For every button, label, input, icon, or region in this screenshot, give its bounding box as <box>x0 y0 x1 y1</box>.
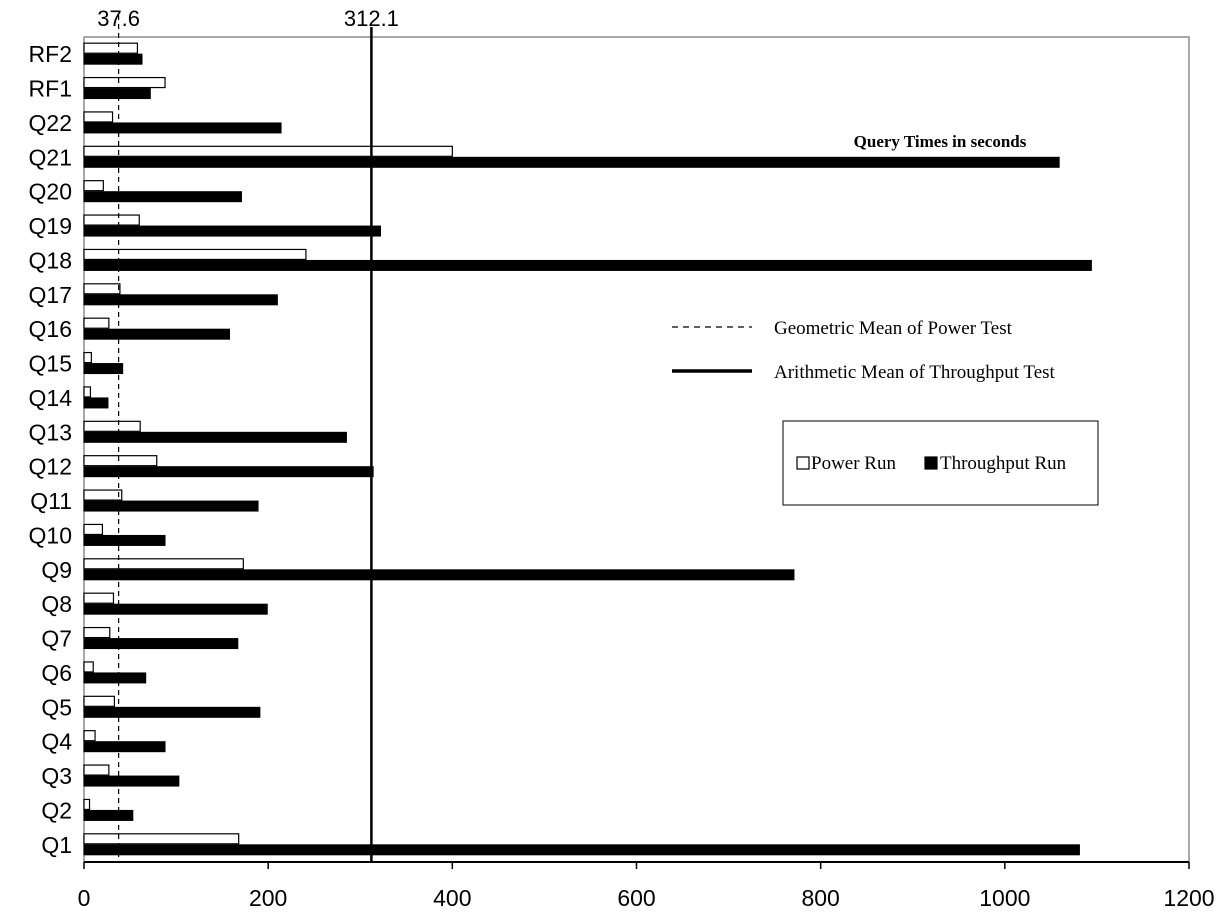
category-label-q22: Q22 <box>29 110 72 136</box>
bar-throughput-run-q9 <box>83 569 795 581</box>
legend-arithmetic-mean-label: Arithmetic Mean of Throughput Test <box>774 362 1056 383</box>
category-label-q13: Q13 <box>29 419 72 445</box>
bar-power-run-q21 <box>83 145 453 157</box>
category-label-q20: Q20 <box>29 179 72 205</box>
bar-throughput-run-q14 <box>83 397 109 409</box>
bar-throughput-run-q5 <box>83 706 261 718</box>
bar-throughput-run-q6 <box>83 672 147 684</box>
bar-throughput-run-q2 <box>83 809 134 821</box>
legend-swatch-power-run <box>796 456 810 470</box>
bar-throughput-run-q16 <box>83 328 230 340</box>
bar-power-run-q2 <box>83 798 91 811</box>
category-label-q15: Q15 <box>29 351 72 377</box>
category-label-rf1: RF1 <box>29 76 72 102</box>
bar-power-run-q19 <box>83 214 140 226</box>
category-label-q6: Q6 <box>41 660 72 686</box>
x-tick-label-800: 800 <box>801 885 839 911</box>
bars-layer <box>83 42 1092 856</box>
bar-throughput-run-q10 <box>83 534 166 546</box>
bar-power-run-q14 <box>83 386 92 398</box>
bar-throughput-run-q17 <box>83 294 278 306</box>
legend-box <box>782 420 1099 506</box>
x-tick-label-1200: 1200 <box>1163 885 1214 911</box>
category-label-q2: Q2 <box>41 797 72 823</box>
category-label-q14: Q14 <box>29 385 73 411</box>
bar-power-run-q17 <box>83 283 121 295</box>
category-label-q16: Q16 <box>29 316 72 342</box>
bar-power-run-q8 <box>83 592 115 604</box>
bar-throughput-run-q15 <box>83 363 124 375</box>
bar-throughput-run-rf2 <box>83 53 143 65</box>
category-label-q21: Q21 <box>29 144 72 170</box>
bar-throughput-run-q20 <box>83 191 242 203</box>
category-label-q7: Q7 <box>41 626 72 652</box>
bar-throughput-run-q8 <box>83 603 268 615</box>
bar-power-run-q11 <box>83 489 123 501</box>
bar-throughput-run-q13 <box>83 431 347 443</box>
bar-power-run-rf2 <box>83 42 139 54</box>
category-label-q9: Q9 <box>41 557 72 583</box>
bar-power-run-q3 <box>83 764 110 776</box>
category-label-rf2: RF2 <box>29 41 72 67</box>
category-label-q18: Q18 <box>29 247 72 273</box>
axis-layer: Q1 Q2 Q3 Q4 Q5 Q6 Q7 Q8 Q9 Q10 Q11 Q12 Q13 Q14 Q15 Q16 Q… <box>29 41 1215 911</box>
legend-label-power-run: Power Run <box>811 453 896 474</box>
x-tick-label-200: 200 <box>249 885 287 911</box>
legend-swatch-throughput-run <box>924 456 938 470</box>
bar-power-run-q1 <box>83 833 240 845</box>
bar-throughput-run-q7 <box>83 638 239 650</box>
category-label-q5: Q5 <box>41 694 72 720</box>
bar-power-run-q20 <box>83 180 104 192</box>
bar-power-run-q6 <box>83 661 94 673</box>
arithmetic-mean-value-label: 312.1 <box>344 6 399 31</box>
bar-power-run-q12 <box>83 455 158 467</box>
category-label-q4: Q4 <box>41 729 72 755</box>
bar-power-run-q18 <box>83 248 307 261</box>
x-tick-label-400: 400 <box>433 885 471 911</box>
x-tick-label-600: 600 <box>617 885 655 911</box>
bar-power-run-q5 <box>83 695 115 707</box>
bar-power-run-q10 <box>83 523 104 536</box>
bar-power-run-q22 <box>83 111 114 123</box>
category-label-q10: Q10 <box>29 522 72 548</box>
bar-power-run-q7 <box>83 626 111 639</box>
x-tick-label-0: 0 <box>78 885 91 911</box>
category-label-q3: Q3 <box>41 763 72 789</box>
bar-throughput-run-q18 <box>83 259 1092 271</box>
category-label-q19: Q19 <box>29 213 72 239</box>
bar-throughput-run-rf1 <box>83 88 151 100</box>
legend-geometric-mean-label: Geometric Mean of Power Test <box>774 318 1013 339</box>
bar-power-run-q13 <box>83 420 141 432</box>
category-label-q1: Q1 <box>41 832 72 858</box>
bar-throughput-run-q22 <box>83 122 282 134</box>
legend-label-throughput-run: Throughput Run <box>940 453 1067 474</box>
bar-throughput-run-q19 <box>83 225 382 237</box>
x-tick-label-1000: 1000 <box>979 885 1030 911</box>
bar-power-run-q16 <box>83 317 110 329</box>
category-label-q8: Q8 <box>41 591 72 617</box>
reference-lines-layer: 37.6 312.1 <box>97 6 399 862</box>
bar-throughput-run-q4 <box>83 741 166 753</box>
bar-throughput-run-q21 <box>83 156 1060 168</box>
category-label-q11: Q11 <box>30 488 72 514</box>
bar-power-run-q15 <box>83 351 92 364</box>
bar-power-run-rf1 <box>83 76 166 89</box>
chart-title: Query Times in seconds <box>854 132 1027 151</box>
bar-power-run-q9 <box>83 558 244 570</box>
bar-throughput-run-q12 <box>83 466 374 478</box>
bar-throughput-run-q11 <box>83 500 259 512</box>
bar-throughput-run-q3 <box>83 775 180 787</box>
bar-power-run-q4 <box>83 730 96 742</box>
bar-throughput-run-q1 <box>83 844 1080 856</box>
geometric-mean-value-label: 37.6 <box>97 6 140 31</box>
category-label-q17: Q17 <box>29 282 72 308</box>
category-label-q12: Q12 <box>29 454 72 480</box>
